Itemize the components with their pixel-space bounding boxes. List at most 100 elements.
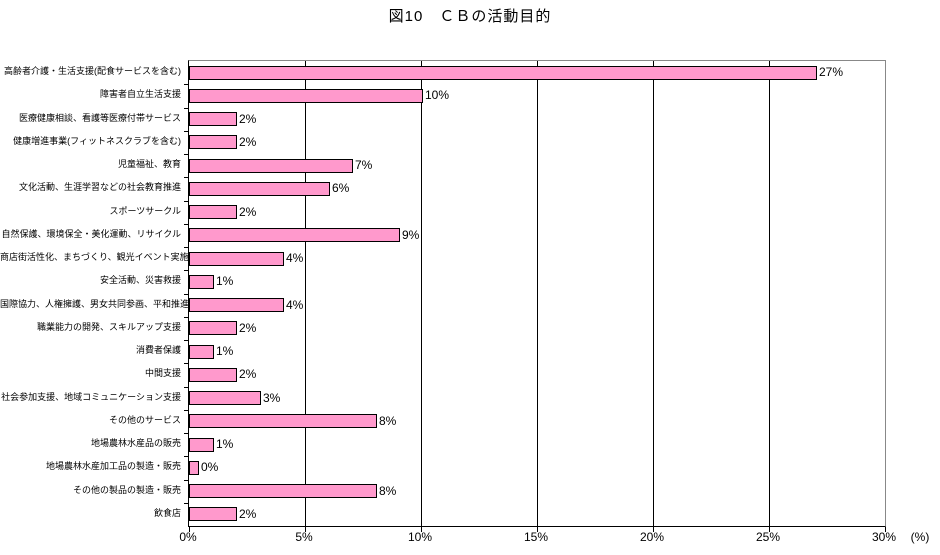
category-label: 安全活動、災害救援 [99,275,181,286]
category-label: 商店街活性化、まちづくり、観光イベント実施 [0,252,189,262]
y-axis-tick [184,316,189,318]
bar-value-label: 27% [819,65,844,79]
bar [189,88,423,103]
bar-value-label: 8% [379,483,397,498]
x-axis-label: 10% [407,530,433,544]
bar [189,507,237,522]
y-axis-tick [184,154,189,155]
bar-value-label: 2% [239,204,257,219]
chart-title: 図10 ＣＢの活動目的 [388,8,552,25]
bar [189,460,199,475]
x-axis-label: 15% [523,530,549,544]
bar [189,181,330,196]
bar-value-label: 10% [425,88,450,103]
x-axis-tick [421,527,422,532]
y-axis-tick [184,433,189,434]
bar-value-label: 2% [239,134,257,149]
bar-value-label: 1% [216,274,234,289]
category-label: 児童福祉、教育 [117,159,181,169]
bar [189,205,237,220]
x-axis-tick [885,527,886,532]
bar [189,391,261,406]
category-label: 文化活動、生涯学習などの社会教育推進 [18,182,181,193]
bar-value-label: 2% [239,320,257,335]
bar [189,228,400,243]
x-axis-label: 25% [755,530,781,544]
y-axis-tick [184,107,189,109]
x-axis-label: 5% [295,530,313,544]
y-axis-tick [184,200,189,202]
y-axis-tick [184,456,189,458]
y-axis-tick [184,223,189,225]
bar-value-label: 2% [239,111,257,126]
category-label: 地場農林水産品の販売 [90,438,181,448]
x-axis-tick [305,527,306,532]
bar [189,135,237,150]
y-axis-tick [184,386,189,388]
x-axis-label: 20% [639,530,665,544]
category-label: 障害者自立生活支援 [99,89,181,100]
gridline [305,61,306,526]
category-label: その他のサービス [108,414,181,425]
category-label: 職業能力の開発、スキルアップ支援 [36,321,181,332]
category-label: その他の製品の製造・販売 [72,484,181,495]
bar [189,367,237,382]
y-axis-tick [184,340,189,341]
y-axis-tick [184,502,189,504]
bar-value-label: 0% [201,460,219,475]
x-axis-tick [189,527,190,532]
category-label: 国際協力、人権擁護、男女共同参画、平和推進 [0,298,190,309]
bar-value-label: 3% [263,390,281,405]
x-axis-tick [653,527,654,532]
plot-area: 27% 10% 2% 2% 7% 6% 2% 9% 4% 1% 4% 2% 1% 2% 3% 8% 1% 0% 8%… [184,60,886,532]
bar-value-label: 1% [216,344,234,358]
y-axis-tick [184,84,189,86]
x-axis-label: 0% [179,530,197,544]
value-axis: 0% 5% 10% 15% 20% 25% 30% [179,530,940,548]
bar-value-label: 4% [286,297,304,312]
gridline [421,61,422,526]
gridline [537,61,538,526]
category-label: 医療健康相談、看護等医療付帯サービス [18,112,181,123]
y-axis-tick [184,363,189,365]
gridline [769,61,770,526]
category-label: 消費者保護 [135,345,181,355]
bar [189,298,284,313]
axis-unit-label: (%) [910,530,930,544]
bar [189,344,214,359]
bar-value-label: 2% [239,367,257,382]
y-axis-tick [184,409,189,411]
category-label: 自然保護、環境保全・美化運動、リサイクル [1,228,181,239]
bar [189,251,284,266]
bar-value-label: 7% [355,158,373,172]
x-axis-label: 30% [871,530,897,544]
y-axis-tick [184,247,189,248]
bar-value-label: 8% [379,413,397,428]
bar [189,112,237,127]
category-label: 高齢者介護・生活支援(配食サービスを含む) [4,66,181,76]
category-label: 社会参加支援、地域コミュニケーション支援 [1,391,181,402]
bar [189,274,214,289]
category-label: スポーツサークル [109,205,181,216]
bar [189,437,214,452]
bar-value-label: 2% [239,506,257,521]
category-label: 飲食店 [153,507,181,518]
category-label: 健康増進事業(フィットネスクラブを含む) [13,135,181,146]
gridline [653,61,654,526]
y-axis-tick [184,130,189,132]
bar [189,414,377,429]
y-axis-tick [184,177,189,179]
category-axis: 高齢者介護・生活支援(配食サービスを含む) 障害者自立生活支援医療健康相談、看護等… [0,60,190,525]
bar [189,158,353,173]
bar-value-label: 6% [332,181,350,196]
category-label: 中間支援 [144,368,181,379]
bar-value-label: 4% [286,251,304,265]
bar [189,484,377,499]
x-axis-tick [769,527,770,532]
y-axis-tick [184,293,189,295]
x-axis-tick [537,527,538,532]
bar [189,321,237,336]
bar-value-label: 9% [402,227,420,242]
y-axis-tick [184,479,189,481]
